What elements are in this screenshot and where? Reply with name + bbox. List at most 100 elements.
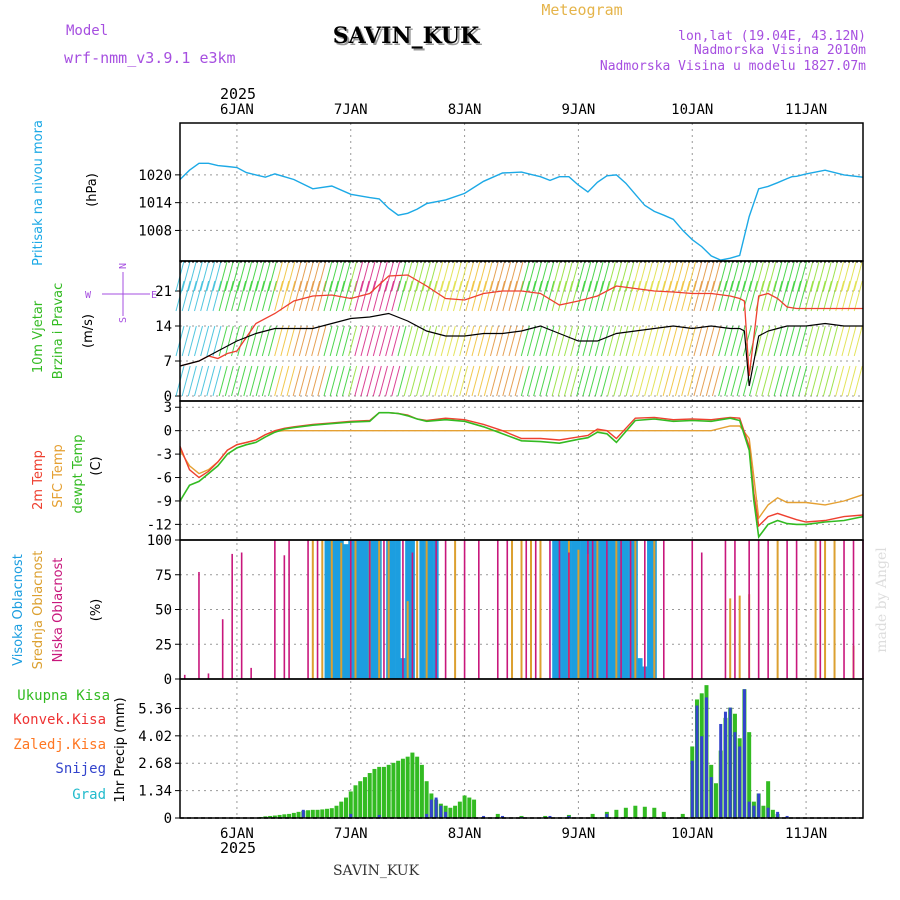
wind-barb-407	[798, 260, 808, 292]
wind-barb-350	[711, 280, 721, 312]
precip-total-bar-29	[396, 760, 401, 818]
grid	[236, 123, 807, 818]
wind-barb-303	[637, 260, 647, 292]
wind-barb-380	[761, 365, 771, 397]
wind-barb-146	[397, 280, 407, 312]
wind-barb-181	[452, 325, 462, 357]
wind-barb-44	[243, 365, 253, 397]
r-ticks-label-2: 2.68	[138, 756, 172, 772]
c-ticks-label-2: 50	[155, 603, 172, 619]
cloud-low-bar-34	[662, 540, 665, 679]
wind-barb-204	[489, 365, 499, 397]
precip-snow-bar-24	[733, 732, 737, 818]
cloud-low-bar-40	[757, 540, 760, 679]
cloud-high-bar-40	[637, 658, 643, 679]
wind-barb-112	[348, 365, 358, 397]
wind-barb-15	[194, 260, 203, 292]
wind-barb-340	[699, 365, 709, 397]
wind-barb-405	[798, 325, 808, 357]
cloud-mid-bar-15	[539, 540, 542, 679]
wind-barb-240	[545, 365, 555, 397]
wind-barb-243	[545, 260, 555, 292]
wind-barb-328	[681, 365, 691, 397]
wind-barb-124	[366, 365, 376, 397]
precip-total-bar-55	[642, 806, 647, 818]
wind-barb-218	[508, 280, 518, 312]
wind-barb-308	[650, 365, 660, 397]
wind-barb-398	[785, 280, 795, 312]
cloud-high-bar-24	[561, 540, 567, 679]
wind-barb-279	[600, 260, 610, 292]
wind-barb-150	[403, 280, 413, 312]
cloud-low-bar-35	[691, 540, 694, 679]
model-elevation: Nadmorska Visina u modelu 1827.07m	[600, 59, 866, 74]
wind-barb-389	[773, 325, 783, 357]
precip-snow-bar-30	[766, 807, 770, 818]
wind-barb-65	[274, 325, 284, 357]
precip-total-bar-4	[277, 814, 282, 818]
wind-barb-183	[452, 260, 462, 292]
precip-snow-bar-29	[757, 793, 761, 818]
wind-barb-391	[773, 260, 783, 292]
wind-barb-186	[459, 280, 469, 312]
c-ticks-label-3: 25	[155, 637, 172, 653]
precip-total-bar-18	[344, 797, 349, 818]
precip-snow-bar-25	[738, 746, 742, 818]
wind-barb-76	[292, 365, 302, 397]
date-bottom-0: 6JAN	[220, 826, 254, 842]
cloud-high-bar-26	[571, 540, 577, 679]
wind-barb-125	[366, 325, 376, 357]
cloud-mid-bar-28	[824, 540, 827, 679]
wind-barb-281	[607, 325, 617, 357]
cloud-low-bar-13	[368, 540, 371, 679]
wind-barb-54	[255, 280, 265, 312]
panel-frame-2	[179, 400, 864, 541]
cloud-low-bar-4	[231, 553, 233, 679]
precip-total-bar-20	[353, 785, 358, 818]
wind-barb-426	[829, 280, 839, 312]
wind-barb-252	[563, 365, 573, 397]
cloud-low-bar-27	[568, 552, 570, 679]
wind-barb-354	[718, 280, 728, 312]
wind-barb-135	[378, 260, 388, 292]
wind-barb-138	[385, 280, 395, 312]
wind-barb-18	[200, 280, 210, 312]
precip-snow-bar-2	[301, 809, 305, 818]
wind-barb-122	[360, 280, 370, 312]
wind-title-1: 10m Vjetar	[31, 300, 46, 373]
w-ticks-label-1: 14	[155, 319, 172, 335]
precip-total-bar-8	[296, 811, 301, 818]
station-title: SAVIN_KUK	[335, 25, 482, 51]
date-top-1: 7JAN	[334, 102, 368, 118]
precip-snow-bar-26	[742, 689, 746, 818]
precip-total-bar-43	[462, 795, 467, 818]
wind-ticks: 21 14 7 0	[155, 284, 863, 405]
wind-barb-80	[298, 365, 308, 397]
wind-barb-422	[822, 280, 832, 312]
wind-barb-418	[816, 280, 826, 312]
wind-barb-335	[687, 260, 697, 292]
wind-barb-377	[755, 325, 765, 357]
wind-barb-155	[409, 260, 419, 292]
precip-total-bar-14	[325, 808, 330, 818]
w-ticks-label-3: 0	[164, 389, 172, 405]
cloud-high-bar-18	[419, 540, 425, 679]
r-ticks-label-4: 0	[164, 811, 172, 827]
cloud-mid-bar-0	[311, 540, 314, 679]
pressure-unit: (hPa)	[85, 173, 100, 207]
wind-barb-111	[341, 260, 351, 292]
cloud-high-bar-14	[395, 540, 401, 679]
precip-total-bar-19	[348, 791, 353, 818]
wind-barb-400	[792, 365, 802, 397]
precip-total-bar-10	[306, 810, 311, 818]
wind-barb-314	[656, 280, 666, 312]
wind-barb-63	[268, 260, 277, 292]
wind-barb-293	[625, 325, 635, 357]
cloud-title-2: Srednja Oblacnost	[31, 551, 46, 670]
wind-barb-284	[613, 365, 623, 397]
wind-barb-75	[286, 260, 296, 292]
wind-barb-346	[705, 280, 715, 312]
date-labels-bottom: 6JAN 7JAN 8JAN 9JAN 10JAN 11JAN	[220, 826, 827, 842]
precip-total-bar-57	[661, 811, 666, 818]
wind-barb-423	[822, 260, 832, 292]
